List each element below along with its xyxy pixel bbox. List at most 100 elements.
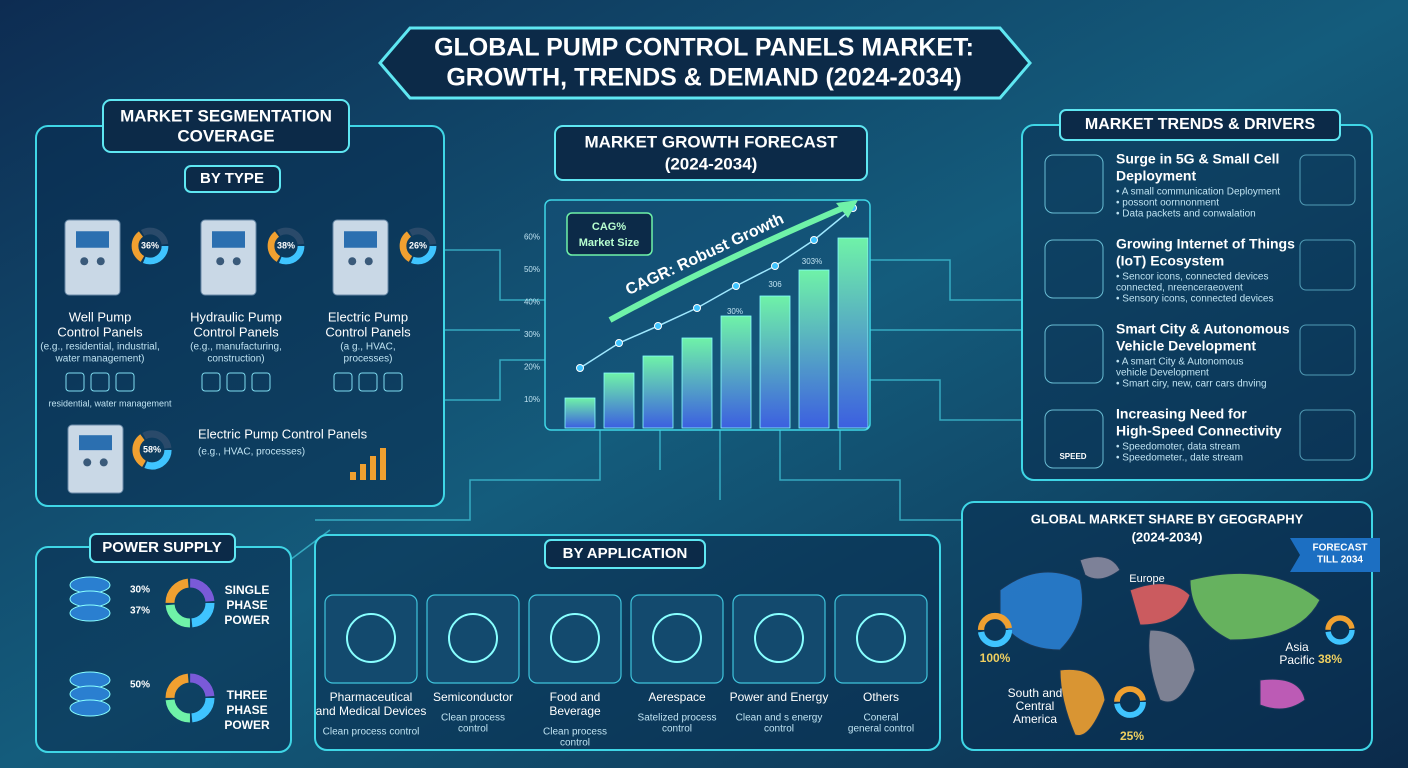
percent-label: 26% [409,240,427,250]
app-icon [448,613,498,663]
item-desc: (e.g., HVAC, processes) [198,447,305,458]
map-region [999,571,1083,651]
region-label: Central [1016,699,1055,713]
region-label: Asia [1285,640,1309,654]
trend-icon [1044,239,1104,299]
percent-label: 50% [130,680,150,691]
axis-label: 40% [524,298,540,307]
axis-label: 50% [524,265,540,274]
donut-segment [165,578,215,628]
percent-label: 25% [1120,729,1144,743]
mini-bar [360,464,366,480]
app-desc: Clean process control [323,727,420,738]
trend-bullet: • Speedomoter, data stream [1116,442,1240,453]
section-title: MARKET SEGMENTATION [120,106,332,125]
trend-bullet: • Sensory icons, connected devices [1116,294,1273,305]
trend-title: (IoT) Ecosystem [1116,253,1224,269]
map-region [1059,668,1106,737]
donut-segment [1325,615,1355,645]
donut-segment [131,227,169,265]
phase-label: PHASE [226,598,267,612]
donut-segment [399,227,437,265]
app-tile [528,594,622,684]
app-tile [426,594,520,684]
percent-label: 30% [130,585,150,596]
app-name: Aerespace [648,690,706,704]
trend-line [579,207,854,369]
donut-segment [131,227,169,265]
app-tile [324,594,418,684]
cabinet-knob [232,257,241,266]
map-region [1189,572,1321,641]
badge-text: Market Size [579,237,640,249]
phase-label: THREE [227,688,268,702]
phase-label: POWER [224,718,270,732]
trend-icon [1299,324,1356,376]
percent-label: 36% [141,240,159,250]
trend-point [810,236,818,244]
bar [798,269,830,429]
section-title: GLOBAL MARKET SHARE BY GEOGRAPHY [1031,511,1304,526]
section-title: (2024-2034) [1132,529,1203,544]
app-desc: general control [848,724,914,735]
app-desc: control [662,724,692,735]
trend-icon [1299,154,1356,206]
item-desc: processes) [344,354,393,365]
axis-label: 20% [524,363,540,372]
region-label: Europe [1129,573,1164,585]
app-name: Food and [550,690,601,704]
trend-title: Surge in 5G & Small Cell [1116,151,1279,167]
app-name: Power and Energy [730,690,829,704]
mini-bar [380,448,386,480]
app-name: Pharmaceutical [330,690,413,704]
small-icon [333,372,353,392]
small-icon [201,372,221,392]
small-icon [251,372,271,392]
trend-point [654,322,662,330]
axis-label: 30% [524,330,540,339]
donut-segment [399,227,437,265]
small-icon [226,372,246,392]
cabinet-screen [344,231,377,248]
badge-box [566,212,653,256]
item-desc: (a g., HVAC, [340,342,395,353]
small-icon [383,372,403,392]
axis-label: 60% [524,233,540,242]
donut-segment [399,227,437,265]
donut-segment [131,227,169,265]
app-desc: control [764,724,794,735]
cabinet-knob [348,257,357,266]
small-icon [65,372,85,392]
label-box [89,533,236,563]
page-title: GLOBAL PUMP CONTROL PANELS MARKET: [434,34,974,62]
bar-label: 306 [768,280,782,289]
axis-label: 10% [524,395,540,404]
donut-segment [132,430,172,470]
phase-label: SINGLE [225,583,270,597]
title-banner [378,26,1032,100]
page-title: GROWTH, TRENDS & DEMAND (2024-2034) [446,64,961,92]
trend-point [732,282,740,290]
item-name: Control Panels [193,324,279,339]
donut-segment [165,673,215,723]
app-name: Beverage [549,704,601,718]
percent-label: 38% [277,240,295,250]
percent-label: 38% [1318,652,1342,666]
donut-segment [267,227,305,265]
bar-label: 30% [727,307,743,316]
donut-segment [1325,615,1355,645]
trend-bullet: • Sencor icons, connected devices [1116,272,1268,283]
trend-icon [1044,409,1104,469]
app-name: Semiconductor [433,690,513,704]
app-name: and Medical Devices [316,704,427,718]
cabinet-screen [212,231,245,248]
small-icon [115,372,135,392]
region-label: South and [1008,686,1063,700]
trend-title: Deployment [1116,168,1196,184]
section-title: MARKET TRENDS & DRIVERS [1085,116,1316,133]
label-box [544,539,706,569]
bar [564,397,596,429]
app-desc: Clean process [441,713,505,724]
trend-title: High-Speed Connectivity [1116,423,1282,439]
